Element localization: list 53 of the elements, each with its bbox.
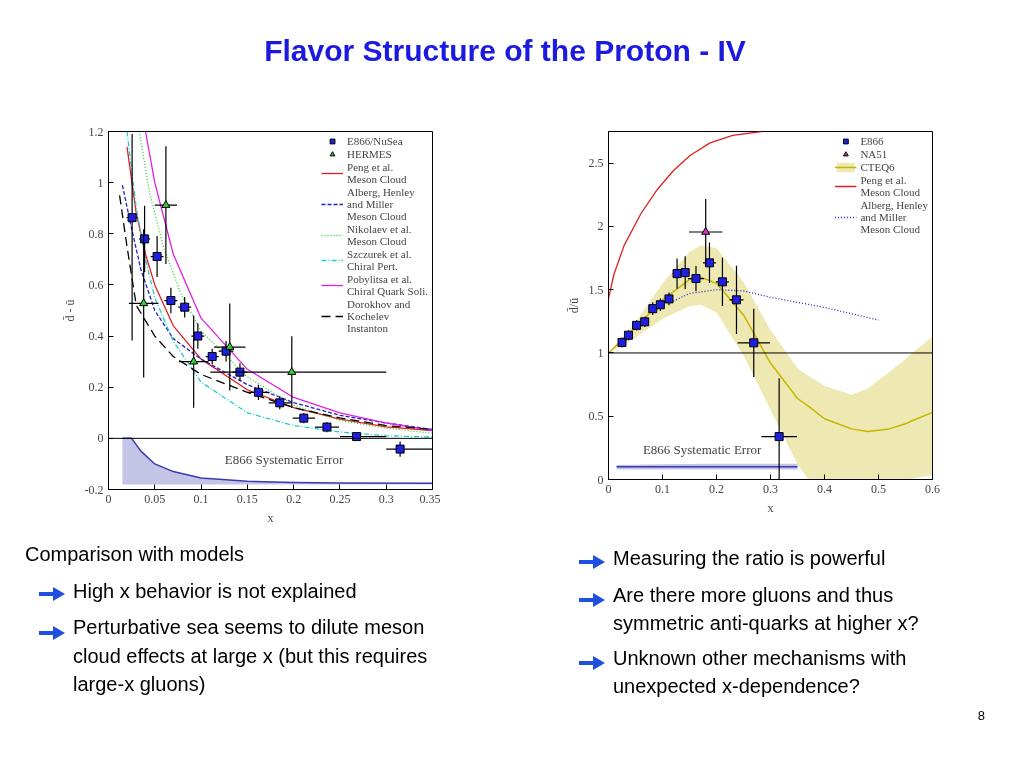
text: Measuring the ratio is powerful (613, 546, 886, 571)
legend-label: Pobylitsa et al. Chiral Quark Soli. (347, 273, 428, 297)
y-tick-label: 0.4 (88, 329, 104, 344)
legend-label: Peng et al. Meson Cloud (860, 174, 920, 198)
legend-label: HERMES (347, 148, 392, 160)
text: Are there more gluons and thus symmetric anti-quarks at higher x? (613, 582, 920, 637)
x-tick-label: 0.2 (709, 481, 724, 496)
text: High x behavior is not explained (73, 578, 357, 604)
text: Flavor Structure of the Proton - IV (263, 33, 747, 69)
annotation: E866 Systematic Error (642, 442, 762, 457)
y-tick-label: 1.2 (88, 124, 104, 139)
legend-label: E866 (860, 135, 884, 147)
text: Perturbative sea seems to dilute meson cloud effects at large x (but this requires large-x gluons) (73, 615, 429, 698)
x-tick-label: 0.05 (144, 491, 166, 506)
x-tick-label: 0.3 (378, 491, 394, 506)
x-tick-label: 0.3 (763, 481, 778, 496)
y-tick-label: 0.5 (588, 409, 604, 424)
text: Unknown other mechanisms with unexpected x-dependence? (613, 645, 908, 700)
x-tick-label: 0.6 (925, 481, 940, 496)
legend-label: Alberg, Henley and Miller Meson Cloud (860, 199, 928, 235)
annotation: E866 Systematic Error (224, 452, 344, 467)
text: 8 (976, 706, 985, 725)
x-tick-label: 0.25 (329, 491, 351, 506)
text: Comparison with models (25, 542, 245, 567)
x-tick-label: 0.1 (655, 481, 670, 496)
x-tick-label: 0.5 (871, 481, 886, 496)
y-axis-title: d̄ - ū (62, 299, 77, 322)
legend-label: Nikolaev et al. Meson Cloud (347, 223, 412, 247)
legend-label: Peng et al. Meson Cloud (347, 161, 407, 185)
legend-label: Alberg, Henley and Miller Meson Cloud (347, 186, 415, 222)
y-tick-label: 0.2 (88, 380, 104, 395)
legend-label: Szczurek et al. Chiral Pert. (347, 248, 412, 272)
legend-label: CTEQ6 (860, 161, 895, 173)
x-axis-title: x (767, 500, 774, 515)
y-tick-label: 0 (97, 431, 104, 446)
y-tick-label: 1 (97, 175, 104, 190)
x-tick-label: 0.15 (236, 491, 258, 506)
legend-label: E866/NuSea (347, 135, 403, 147)
y-tick-label: 0.6 (88, 277, 104, 292)
legend-label: Dorokhov and Kochelev Instanton (347, 298, 411, 334)
y-axis-title: d̄/ū (566, 297, 581, 314)
x-tick-label: 0.1 (193, 491, 209, 506)
y-tick-label: 2 (597, 219, 604, 234)
y-tick-label: 0.8 (88, 226, 104, 241)
x-tick-label: 0.4 (817, 481, 832, 496)
y-tick-label: 1 (597, 345, 604, 360)
legend-label: NA51 (860, 148, 888, 160)
y-tick-label: -0.2 (84, 482, 104, 497)
x-axis-title: x (267, 510, 274, 525)
x-tick-label: 0.35 (419, 491, 441, 506)
x-tick-label: 0.2 (286, 491, 302, 506)
y-tick-label: 2.5 (588, 156, 604, 171)
y-tick-label: 1.5 (588, 282, 604, 297)
